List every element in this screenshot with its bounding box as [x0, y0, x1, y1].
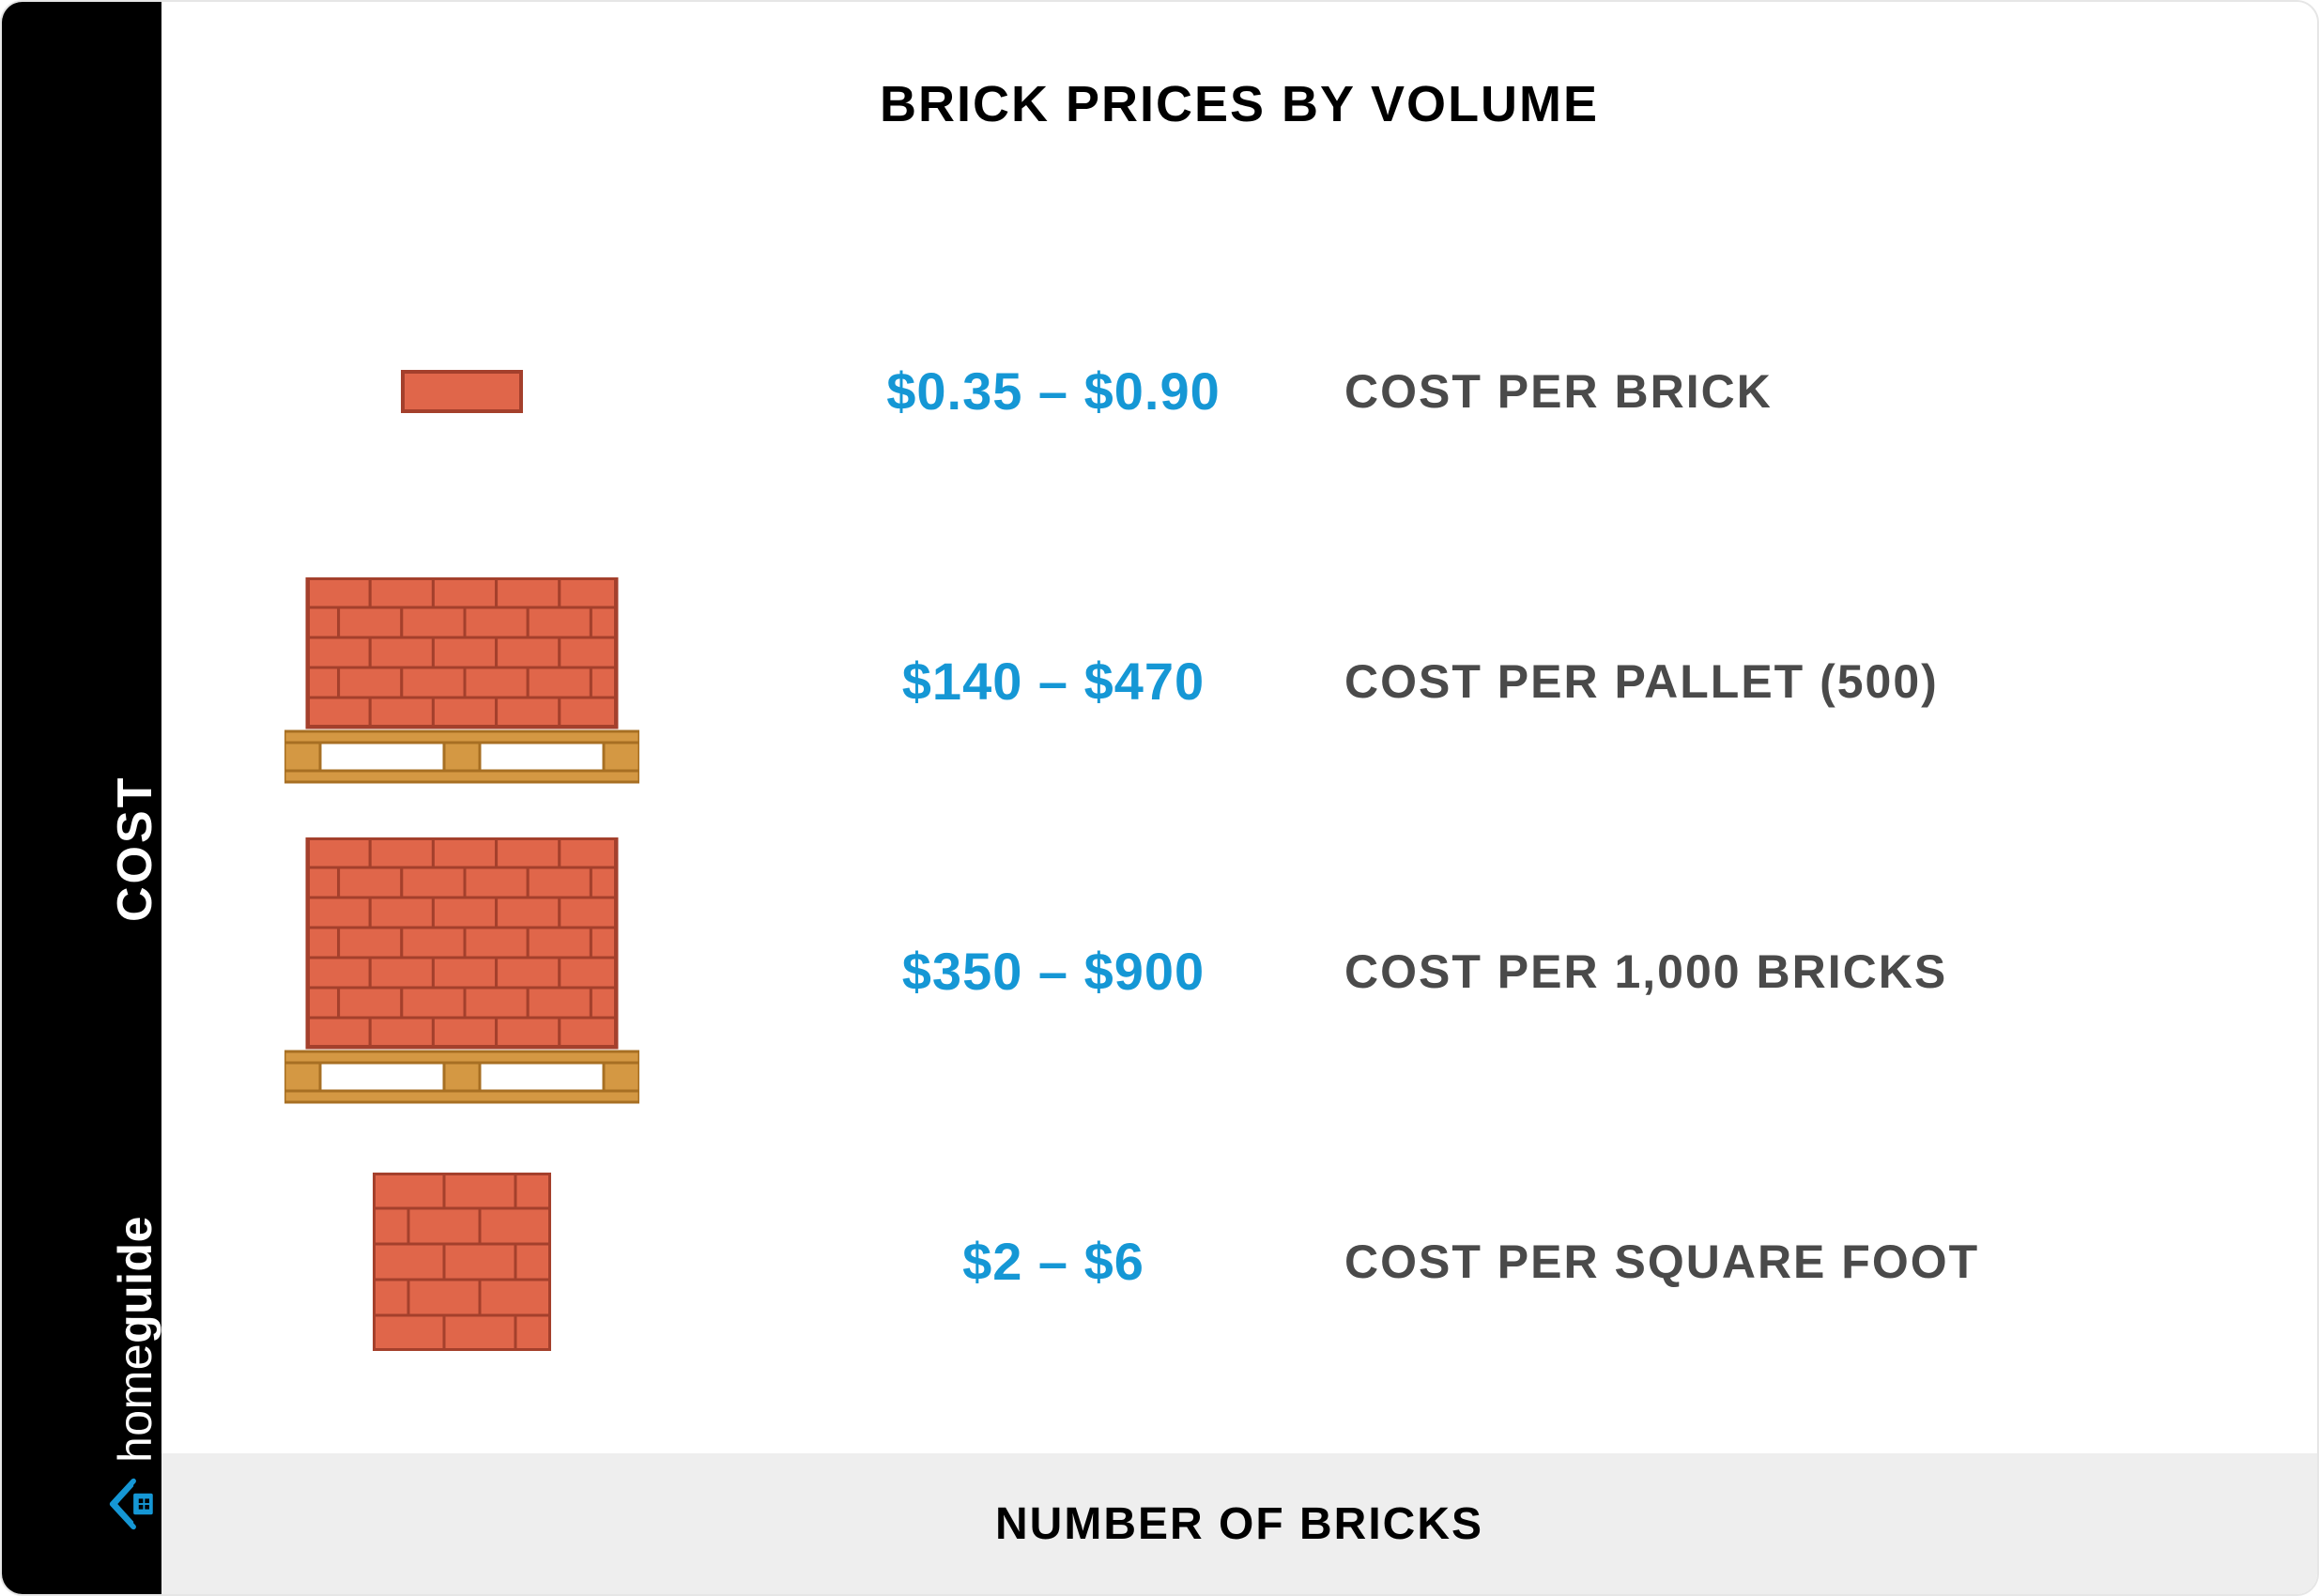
- main-panel: BRICK PRICES BY VOLUME $0.35 – $0.90 COST…: [161, 2, 2317, 1594]
- price-desc: COST PER 1,000 BRICKS: [1344, 944, 2317, 999]
- price-row-per-1000: $350 – $900 COST PER 1,000 BRICKS: [161, 850, 2317, 1094]
- axis-label-number: NUMBER OF BRICKS: [161, 1453, 2317, 1594]
- row-icon-per-brick: [161, 269, 762, 514]
- brand-text-light: home: [109, 1343, 161, 1463]
- price-desc: COST PER SQUARE FOOT: [1344, 1235, 2317, 1289]
- price-desc: COST PER PALLET (500): [1344, 654, 2317, 709]
- price-value: $140 – $470: [791, 651, 1316, 712]
- infographic-frame: COST homeguide BRICK PRICES BY VOLUME $0…: [0, 0, 2319, 1596]
- brand-text-bold: guide: [109, 1216, 161, 1343]
- price-row-per-brick: $0.35 – $0.90 COST PER BRICK: [161, 269, 2317, 514]
- brand-text: homeguide: [108, 1216, 162, 1463]
- price-row-per-pallet: $140 – $470 COST PER PALLET (500): [161, 560, 2317, 804]
- row-icon-per-pallet: [161, 560, 762, 804]
- chart-title: BRICK PRICES BY VOLUME: [161, 75, 2317, 133]
- price-value: $350 – $900: [791, 941, 1316, 1002]
- house-icon: [107, 1476, 163, 1532]
- price-row-per-sqft: $2 – $6 COST PER SQUARE FOOT: [161, 1140, 2317, 1384]
- price-value: $2 – $6: [791, 1231, 1316, 1292]
- axis-label-cost: COST: [107, 775, 163, 922]
- price-desc: COST PER BRICK: [1344, 364, 2317, 419]
- sidebar: COST homeguide: [2, 2, 161, 1594]
- row-icon-per-sqft: [161, 1140, 762, 1384]
- price-rows: $0.35 – $0.90 COST PER BRICK $140 – $470 CO…: [161, 227, 2317, 1425]
- brand: homeguide: [107, 1216, 163, 1532]
- price-value: $0.35 – $0.90: [791, 361, 1316, 422]
- row-icon-per-1000: [161, 850, 762, 1094]
